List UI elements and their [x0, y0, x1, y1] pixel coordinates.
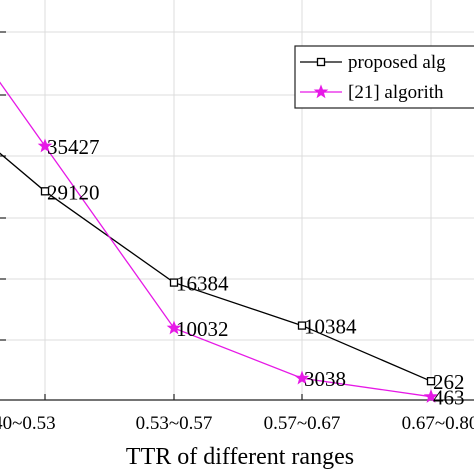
x-tick-label: 0.53~0.57: [136, 413, 213, 434]
data-label: 10032: [176, 317, 229, 341]
x-tick-label: 0.67~0.80: [402, 413, 474, 434]
data-labels-layer: 29120 16384 10384 262 35427 10032 3038 463: [47, 135, 465, 410]
data-point-star: [294, 370, 310, 385]
data-label: 16384: [176, 272, 229, 296]
series-layer: [0, 81, 439, 403]
data-label: 463: [433, 386, 465, 410]
data-point-star: [37, 138, 53, 153]
data-label: 29120: [47, 180, 100, 204]
legend-label: [21] algorith: [348, 82, 444, 103]
data-point-square: [426, 377, 436, 386]
legend-marker-star: [313, 84, 329, 99]
data-point-square: [40, 187, 50, 196]
legend-marker-square: [316, 57, 326, 67]
data-label: 262: [433, 370, 465, 394]
data-label: 10384: [304, 315, 357, 339]
legend-label: proposed alg: [348, 52, 446, 73]
legend: proposed alg [21] algorith: [294, 45, 474, 109]
x-tick-label: 0.57~0.67: [264, 413, 341, 434]
data-point-star: [166, 320, 182, 335]
data-point-square: [297, 321, 307, 330]
x-axis-label: TTR of different ranges: [126, 444, 354, 470]
data-point-star: [423, 389, 439, 403]
x-tick-labels: .40~0.53 0.53~0.57 0.57~0.67 0.67~0.80: [0, 413, 474, 434]
data-label: 35427: [47, 135, 100, 159]
x-tick-label: .40~0.53: [0, 413, 56, 434]
data-label: 3038: [304, 367, 346, 391]
data-point-square: [169, 278, 179, 287]
